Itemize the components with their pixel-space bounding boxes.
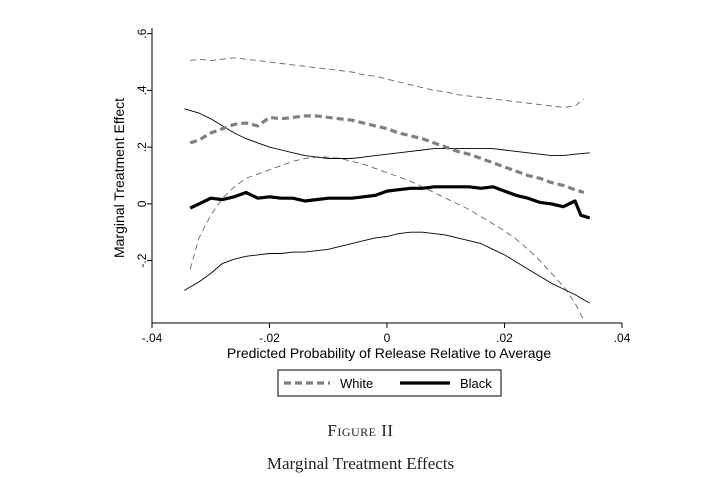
series-line-white	[189, 114, 585, 195]
y-tick-label: .6	[135, 28, 149, 38]
marginal-treatment-effects-chart: -.04 -.02 0 .02 .04 -.2 0 .2 .4 .6 Predicted Pro…	[111, 28, 631, 397]
black-confidence-band-line	[184, 231, 590, 304]
series-layer	[184, 57, 591, 321]
x-tick-label: .04	[614, 331, 631, 345]
legend-black-label: Black	[460, 376, 492, 391]
y-tick-label: 0	[135, 200, 149, 207]
y-tick-label: -.2	[135, 253, 149, 267]
y-tick-label: .4	[135, 85, 149, 95]
series-line-black	[189, 185, 591, 220]
white-confidence-band-line	[189, 156, 585, 321]
x-axis-title: Predicted Probability of Release Relativ…	[227, 345, 551, 361]
white-confidence-band-line	[190, 57, 585, 108]
black-confidence-band-line	[184, 108, 590, 159]
legend-white-label: White	[340, 376, 373, 391]
x-tick-label: -.02	[259, 331, 280, 345]
legend: White Black	[277, 369, 502, 397]
x-tick-label: .02	[496, 331, 513, 345]
x-tick-label: 0	[384, 331, 391, 345]
figure-title: Marginal Treatment Effects	[266, 454, 455, 473]
x-tick-label: -.04	[142, 331, 163, 345]
y-axis-title: Marginal Treatment Effect	[111, 98, 127, 258]
legend-box	[277, 369, 502, 397]
y-ticks: -.2 0 .2 .4 .6	[135, 28, 152, 268]
axes: -.04 -.02 0 .02 .04 -.2 0 .2 .4 .6	[135, 28, 631, 345]
figure-label: Figure II	[327, 421, 394, 440]
x-ticks: -.04 -.02 0 .02 .04	[142, 323, 631, 345]
y-tick-label: .2	[135, 142, 149, 152]
